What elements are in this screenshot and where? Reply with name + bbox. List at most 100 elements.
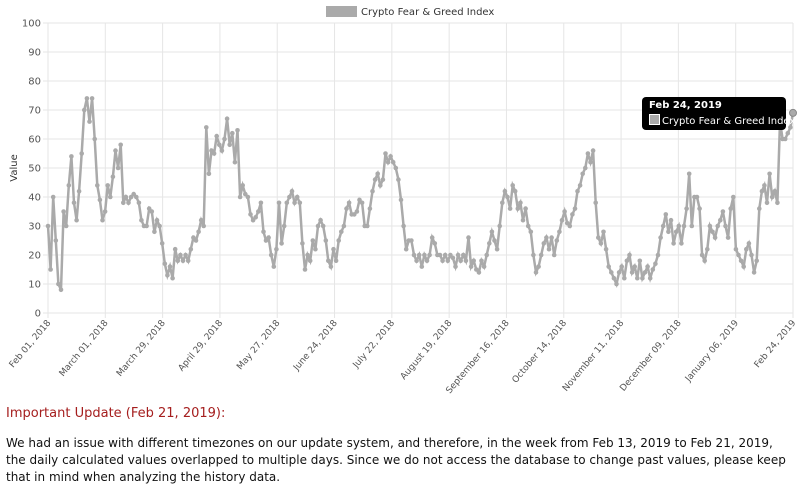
data-point[interactable] xyxy=(333,258,339,264)
data-point[interactable] xyxy=(775,200,780,206)
data-point[interactable] xyxy=(245,194,251,200)
data-point[interactable] xyxy=(63,223,69,229)
data-point[interactable] xyxy=(458,258,464,264)
data-point[interactable] xyxy=(707,223,713,229)
data-point[interactable] xyxy=(767,171,772,177)
data-point[interactable] xyxy=(650,267,656,272)
data-point[interactable] xyxy=(549,235,554,240)
data-point[interactable] xyxy=(121,200,126,206)
data-point[interactable] xyxy=(546,246,552,252)
data-point[interactable] xyxy=(180,258,186,264)
data-point[interactable] xyxy=(455,252,461,258)
data-point[interactable] xyxy=(523,206,528,211)
data-point[interactable] xyxy=(658,235,663,240)
data-point[interactable] xyxy=(204,125,209,130)
data-point[interactable] xyxy=(461,252,466,258)
data-point[interactable] xyxy=(159,241,165,246)
data-point[interactable] xyxy=(323,238,329,243)
data-point[interactable] xyxy=(175,258,181,264)
data-point[interactable] xyxy=(572,206,578,211)
data-point[interactable] xyxy=(396,177,401,182)
data-point[interactable] xyxy=(367,206,373,211)
data-point[interactable] xyxy=(255,209,261,214)
data-point[interactable] xyxy=(281,223,287,229)
data-point[interactable] xyxy=(531,252,536,258)
data-point[interactable] xyxy=(227,142,232,148)
data-point[interactable] xyxy=(185,258,191,264)
data-point[interactable] xyxy=(237,194,243,200)
legend[interactable]: Crypto Fear & Greed Index xyxy=(326,6,494,18)
data-point[interactable] xyxy=(653,261,658,267)
data-point[interactable] xyxy=(331,246,336,252)
data-point[interactable] xyxy=(507,206,513,211)
data-point[interactable] xyxy=(585,151,591,156)
data-point[interactable] xyxy=(383,151,388,156)
data-point[interactable] xyxy=(167,264,173,269)
data-point[interactable] xyxy=(79,151,84,156)
data-point[interactable] xyxy=(754,258,759,264)
data-point[interactable] xyxy=(788,125,793,130)
data-point[interactable] xyxy=(341,223,347,229)
data-point[interactable] xyxy=(82,107,87,113)
data-point[interactable] xyxy=(764,200,770,206)
data-point[interactable] xyxy=(738,258,744,264)
data-point[interactable] xyxy=(427,252,432,258)
data-point[interactable] xyxy=(611,275,617,281)
data-point[interactable] xyxy=(588,159,593,165)
data-point[interactable] xyxy=(375,171,381,177)
data-point[interactable] xyxy=(172,246,178,252)
data-point[interactable] xyxy=(398,197,404,203)
data-point[interactable] xyxy=(253,215,258,220)
data-point[interactable] xyxy=(453,264,458,269)
data-point[interactable] xyxy=(276,200,282,206)
data-point[interactable] xyxy=(266,235,271,240)
data-point[interactable] xyxy=(705,246,710,252)
data-point[interactable] xyxy=(772,188,778,194)
data-point[interactable] xyxy=(637,258,643,264)
data-point[interactable] xyxy=(429,235,435,240)
data-point[interactable] xyxy=(697,206,702,211)
data-point[interactable] xyxy=(390,159,396,165)
data-point[interactable] xyxy=(762,183,767,188)
data-point[interactable] xyxy=(598,241,604,246)
data-point[interactable] xyxy=(196,229,201,235)
data-point[interactable] xyxy=(235,128,240,133)
data-point[interactable] xyxy=(289,188,295,194)
data-point[interactable] xyxy=(294,194,300,200)
data-point[interactable] xyxy=(144,223,149,229)
data-point[interactable] xyxy=(681,223,687,229)
data-point[interactable] xyxy=(115,165,121,171)
data-point[interactable] xyxy=(744,246,749,252)
data-point[interactable] xyxy=(240,183,245,188)
data-point[interactable] xyxy=(445,258,451,264)
data-point[interactable] xyxy=(769,194,775,200)
data-point[interactable] xyxy=(627,252,632,258)
data-point[interactable] xyxy=(297,200,303,206)
data-point[interactable] xyxy=(676,223,682,229)
data-point[interactable] xyxy=(723,223,728,229)
data-point[interactable] xyxy=(258,200,264,206)
data-point[interactable] xyxy=(134,194,139,200)
data-point[interactable] xyxy=(56,281,61,287)
data-point[interactable] xyxy=(414,258,419,264)
data-point[interactable] xyxy=(53,238,59,243)
data-point[interactable] xyxy=(590,148,596,153)
data-point[interactable] xyxy=(97,197,103,203)
data-point[interactable] xyxy=(655,252,661,258)
data-point[interactable] xyxy=(718,217,723,223)
data-point[interactable] xyxy=(757,206,762,211)
data-point[interactable] xyxy=(622,275,627,281)
data-point[interactable] xyxy=(500,200,505,206)
data-point[interactable] xyxy=(284,200,290,206)
data-point[interactable] xyxy=(689,223,695,229)
data-point[interactable] xyxy=(370,188,375,194)
data-point[interactable] xyxy=(310,238,316,243)
data-point[interactable] xyxy=(492,238,497,243)
data-point[interactable] xyxy=(440,258,445,264)
data-point[interactable] xyxy=(609,270,614,275)
data-point[interactable] xyxy=(219,148,225,153)
data-point[interactable] xyxy=(494,246,500,252)
data-point[interactable] xyxy=(45,223,51,229)
data-point[interactable] xyxy=(217,142,222,148)
data-point[interactable] xyxy=(593,200,598,206)
